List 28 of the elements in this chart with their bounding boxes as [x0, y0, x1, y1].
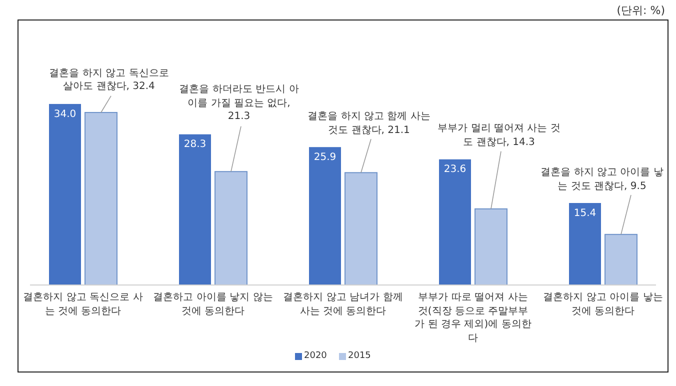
bar — [474, 208, 508, 286]
bar — [569, 203, 601, 285]
bar — [309, 147, 341, 285]
bar — [214, 171, 248, 286]
bar — [84, 112, 118, 286]
x-tick-label: 결혼하고 아이를 낳지 않는 것에 동의한다 — [153, 291, 273, 318]
data-label: 결혼을 하지 않고 독신으로 살아도 괜찮다, 32.4 — [48, 66, 170, 94]
data-label: 결혼을 하지 않고 함께 사는 것도 괜찮다, 21.1 — [307, 110, 431, 138]
bar — [344, 172, 378, 286]
legend-label: 2020 — [304, 350, 328, 362]
data-label: 25.9 — [312, 151, 338, 165]
data-label: 결혼을 하더라도 반드시 아이를 가질 필요는 없다, 21.3 — [178, 83, 300, 124]
data-label: 34.0 — [52, 108, 78, 122]
data-label: 28.3 — [182, 138, 208, 152]
data-label: 23.6 — [442, 163, 468, 177]
data-label: 부부가 멀리 떨어져 사는 것도 괜찮다, 14.3 — [437, 122, 561, 150]
bar — [179, 134, 211, 285]
x-tick-label: 결혼하지 않고 아이를 낳는 것에 동의한다 — [543, 291, 663, 318]
bar — [49, 104, 81, 285]
bar — [604, 234, 638, 286]
text: (단위: %) — [616, 4, 665, 19]
legend-label: 2015 — [348, 350, 372, 362]
x-tick-label: 부부가 따로 떨어져 사는 것(직장 등으로 주말부부가 된 경우 제외)에 동의한다 — [414, 291, 532, 345]
x-tick-label: 결혼하지 않고 독신으로 사는 것에 동의한다 — [23, 291, 143, 318]
data-label: 결혼을 하지 않고 아이를 낳는 것도 괜찮다, 9.5 — [540, 166, 664, 193]
data-label: 15.4 — [572, 207, 598, 220]
bar — [439, 159, 471, 285]
x-tick-label: 결혼하지 않고 남녀가 함께 사는 것에 동의한다 — [283, 291, 403, 318]
